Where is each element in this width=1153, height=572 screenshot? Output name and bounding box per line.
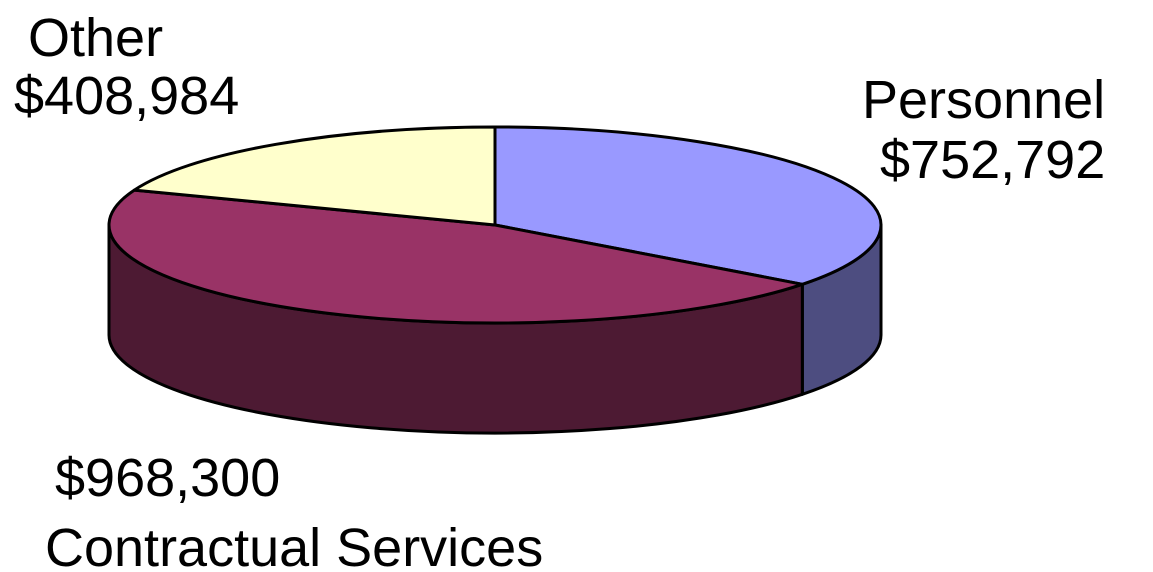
- label-contractual: $968,300 Contractual Services: [45, 448, 543, 572]
- label-other: Other $408,984: [14, 8, 239, 126]
- pie-slice-contractual-services: [107, 188, 804, 325]
- label-personnel-name: Personnel: [862, 70, 1105, 130]
- label-other-value: $408,984: [14, 66, 239, 126]
- label-personnel-value: $752,792: [880, 130, 1105, 190]
- label-contractual-value: $968,300: [55, 448, 280, 508]
- label-other-name: Other: [28, 8, 163, 68]
- pie-slice-other: [132, 125, 497, 227]
- label-personnel: Personnel $752,792: [862, 70, 1105, 190]
- pie-slice-personnel: [493, 125, 883, 286]
- label-contractual-name: Contractual Services: [45, 518, 543, 572]
- pie-tops: [107, 125, 883, 325]
- pie-sides: [107, 223, 883, 435]
